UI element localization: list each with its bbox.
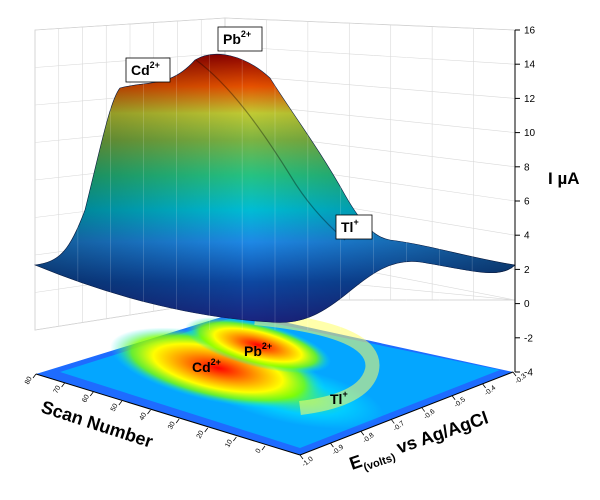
x-tick-mark xyxy=(330,442,334,448)
z-tick-label: 12 xyxy=(524,94,536,105)
y-tick-mark xyxy=(61,382,65,388)
y-axis-line xyxy=(35,373,301,456)
x-tick-mark xyxy=(451,395,456,400)
surface-mesh xyxy=(77,40,473,330)
x-tick-mark xyxy=(360,431,365,436)
y-tick-label: 70 xyxy=(53,385,63,395)
y-tick-label: 0 xyxy=(255,448,263,455)
z-tick-label: 16 xyxy=(524,26,536,37)
z-tick-label: 6 xyxy=(524,197,530,208)
y-tick-label: 40 xyxy=(138,412,148,422)
x-tick-label: -0.6 xyxy=(423,408,437,421)
y-tick-label: 60 xyxy=(81,394,91,404)
x-tick-mark xyxy=(390,419,395,424)
x-tick-mark xyxy=(421,407,426,412)
svg-text:Cd2+: Cd2+ xyxy=(131,60,160,78)
y-tick-mark xyxy=(89,391,94,397)
floor-label-cd: Cd2+ xyxy=(192,357,221,375)
x-axis-title-rest: vs Ag/AgCl xyxy=(389,408,490,460)
x-axis-title-sub: (volts) xyxy=(362,451,397,473)
y-tick-label: 50 xyxy=(110,403,120,413)
svg-text:Pb2+: Pb2+ xyxy=(223,29,251,47)
y-tick-label: 30 xyxy=(167,421,177,431)
floor-cd-region xyxy=(110,327,326,409)
y-tick-mark xyxy=(147,409,151,415)
peak-labels: Pb2+ Pb2+ Cd2+ Cd2+ Tl+ Tl+ xyxy=(125,26,373,407)
floor-band xyxy=(254,311,380,415)
surface xyxy=(33,40,516,330)
x-tick-mark xyxy=(482,383,486,389)
z-axis-title: I µA xyxy=(548,169,580,188)
y-tick-label: 20 xyxy=(196,430,206,440)
z-axis-ticks: 16 14 12 10 8 6 4 2 0 -2 -4 xyxy=(515,26,536,379)
z-tick-label: 8 xyxy=(524,162,530,173)
ridge-line xyxy=(195,59,346,241)
y-tick-mark xyxy=(118,400,123,406)
x-tick-label: -0.4 xyxy=(483,384,497,397)
x-axis-line xyxy=(299,371,514,456)
z-tick-label: 0 xyxy=(524,299,530,310)
z-tick-label: -4 xyxy=(524,368,533,379)
x-tick-label: -0.8 xyxy=(362,432,376,445)
x-tick-mark xyxy=(299,454,304,460)
x-tick-mark xyxy=(512,371,517,377)
floor-label-pb: Pb2+ xyxy=(244,341,272,359)
surface-shading xyxy=(35,54,515,323)
z-tick-label: 14 xyxy=(524,60,536,71)
y-tick-mark xyxy=(175,418,180,424)
z-tick-label: 10 xyxy=(524,128,536,139)
svg-text:Tl+: Tl+ xyxy=(341,217,359,235)
x-tick-label: -0.5 xyxy=(453,396,467,409)
floor-heatmap xyxy=(36,311,513,455)
y-tick-mark xyxy=(261,445,266,451)
y-tick-mark xyxy=(233,436,237,442)
peak-label-cd: Cd2+ xyxy=(125,57,171,83)
x-tick-label: -0.7 xyxy=(392,420,406,433)
floor-label-tl: Tl+ xyxy=(330,389,348,407)
peak-label-pb: Pb2+ xyxy=(217,26,263,52)
y-axis-ticks: 80 70 60 50 40 30 20 10 0 xyxy=(24,373,266,455)
z-axis: 16 14 12 10 8 6 4 2 0 -2 -4 I µA xyxy=(514,26,580,379)
x-tick-label: -0.9 xyxy=(331,444,345,457)
z-tick-label: 2 xyxy=(524,265,530,276)
floor-pb-region xyxy=(185,316,331,374)
x-tick-label: -1.0 xyxy=(301,456,315,469)
y-tick-mark xyxy=(32,373,37,379)
z-tick-label: 4 xyxy=(524,231,530,242)
y-tick-label: 80 xyxy=(24,376,34,386)
y-tick-mark xyxy=(204,427,209,433)
z-tick-label: -2 xyxy=(524,333,533,344)
y-tick-label: 10 xyxy=(224,439,234,449)
peak-label-tl: Tl+ xyxy=(335,214,373,240)
